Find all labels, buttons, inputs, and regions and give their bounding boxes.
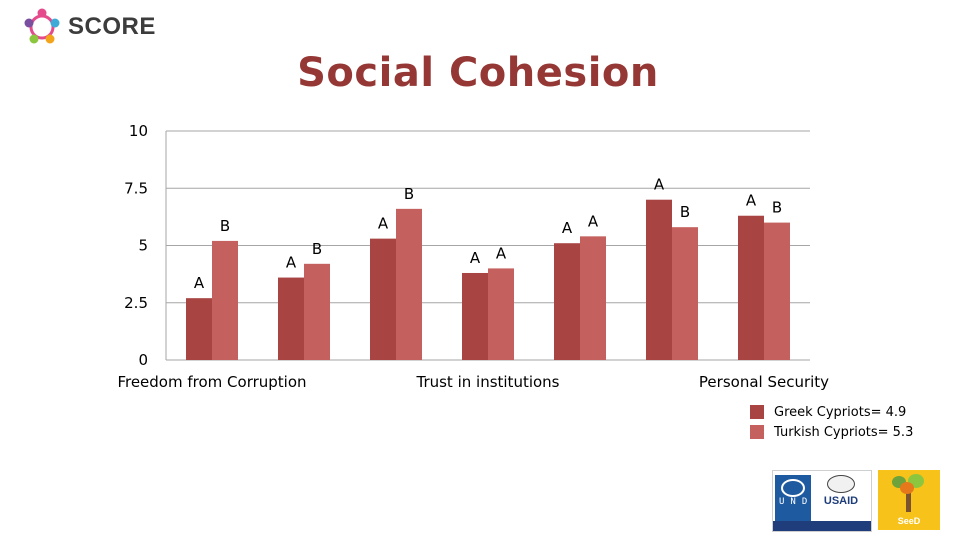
data-label: A xyxy=(562,219,573,237)
data-label: B xyxy=(220,217,230,235)
data-label: A xyxy=(378,215,389,233)
undp-strip xyxy=(773,521,871,531)
tree-leaf-icon xyxy=(900,482,914,494)
bar-turkish xyxy=(580,236,606,360)
score-logo: SCORE xyxy=(22,6,156,48)
usaid-logo: USAID xyxy=(815,475,867,521)
bar-turkish xyxy=(304,263,330,360)
bar-turkish xyxy=(672,227,698,360)
legend-item-greek: Greek Cypriots= 4.9 xyxy=(750,402,913,422)
bar-greek xyxy=(278,277,304,360)
slide-title: Social Cohesion xyxy=(297,50,659,96)
bar-greek xyxy=(462,272,488,360)
legend-item-turkish: Turkish Cypriots= 5.3 xyxy=(750,422,913,442)
bar-greek xyxy=(738,215,764,360)
bar-turkish xyxy=(212,240,238,360)
data-label: A xyxy=(194,274,205,292)
data-label: A xyxy=(588,212,599,230)
x-category-label: Personal Security xyxy=(699,373,829,391)
chart-legend: Greek Cypriots= 4.9 Turkish Cypriots= 5.… xyxy=(750,402,913,442)
bar-turkish xyxy=(396,208,422,360)
sponsor-logos: UNDP USAID SeeD xyxy=(772,470,940,532)
legend-label-greek: Greek Cypriots= 4.9 xyxy=(774,404,907,420)
x-category-label: Trust in institutions xyxy=(415,373,559,391)
bar-greek xyxy=(370,238,396,360)
data-label: A xyxy=(470,249,481,267)
y-tick-label: 10 xyxy=(129,122,148,140)
bar-turkish xyxy=(488,268,514,360)
data-label: B xyxy=(404,185,414,203)
seed-logo: SeeD xyxy=(878,470,940,530)
logo-text: SCORE xyxy=(68,13,156,40)
seed-name: SeeD xyxy=(897,516,921,526)
bar-greek xyxy=(554,243,580,360)
bar-turkish xyxy=(764,222,790,360)
undp-logo: UNDP xyxy=(775,475,825,521)
usaid-name: USAID xyxy=(823,495,859,507)
usaid-seal-icon xyxy=(827,475,855,493)
y-tick-label: 2.5 xyxy=(124,294,148,312)
legend-swatch-turkish xyxy=(750,425,764,439)
tree-trunk-icon xyxy=(906,488,911,512)
data-label: B xyxy=(680,203,690,221)
bar-greek xyxy=(646,199,672,360)
y-tick-label: 5 xyxy=(138,237,148,255)
data-label: A xyxy=(286,254,297,272)
y-tick-label: 7.5 xyxy=(124,179,148,197)
data-label: B xyxy=(772,199,782,217)
legend-swatch-greek xyxy=(750,405,764,419)
data-label: A xyxy=(654,176,665,194)
un-emblem-icon xyxy=(781,479,805,497)
legend-label-turkish: Turkish Cypriots= 5.3 xyxy=(774,424,914,440)
bar-greek xyxy=(186,298,212,360)
undp-letters: UNDP xyxy=(779,497,825,507)
undp-usaid-logo: UNDP USAID xyxy=(772,470,872,532)
score-people-circle-icon xyxy=(24,8,60,44)
y-tick-label: 0 xyxy=(138,351,148,369)
x-category-label: Freedom from Corruption xyxy=(117,373,306,391)
data-label: B xyxy=(312,240,322,258)
data-label: A xyxy=(746,192,757,210)
data-label: A xyxy=(496,244,507,262)
